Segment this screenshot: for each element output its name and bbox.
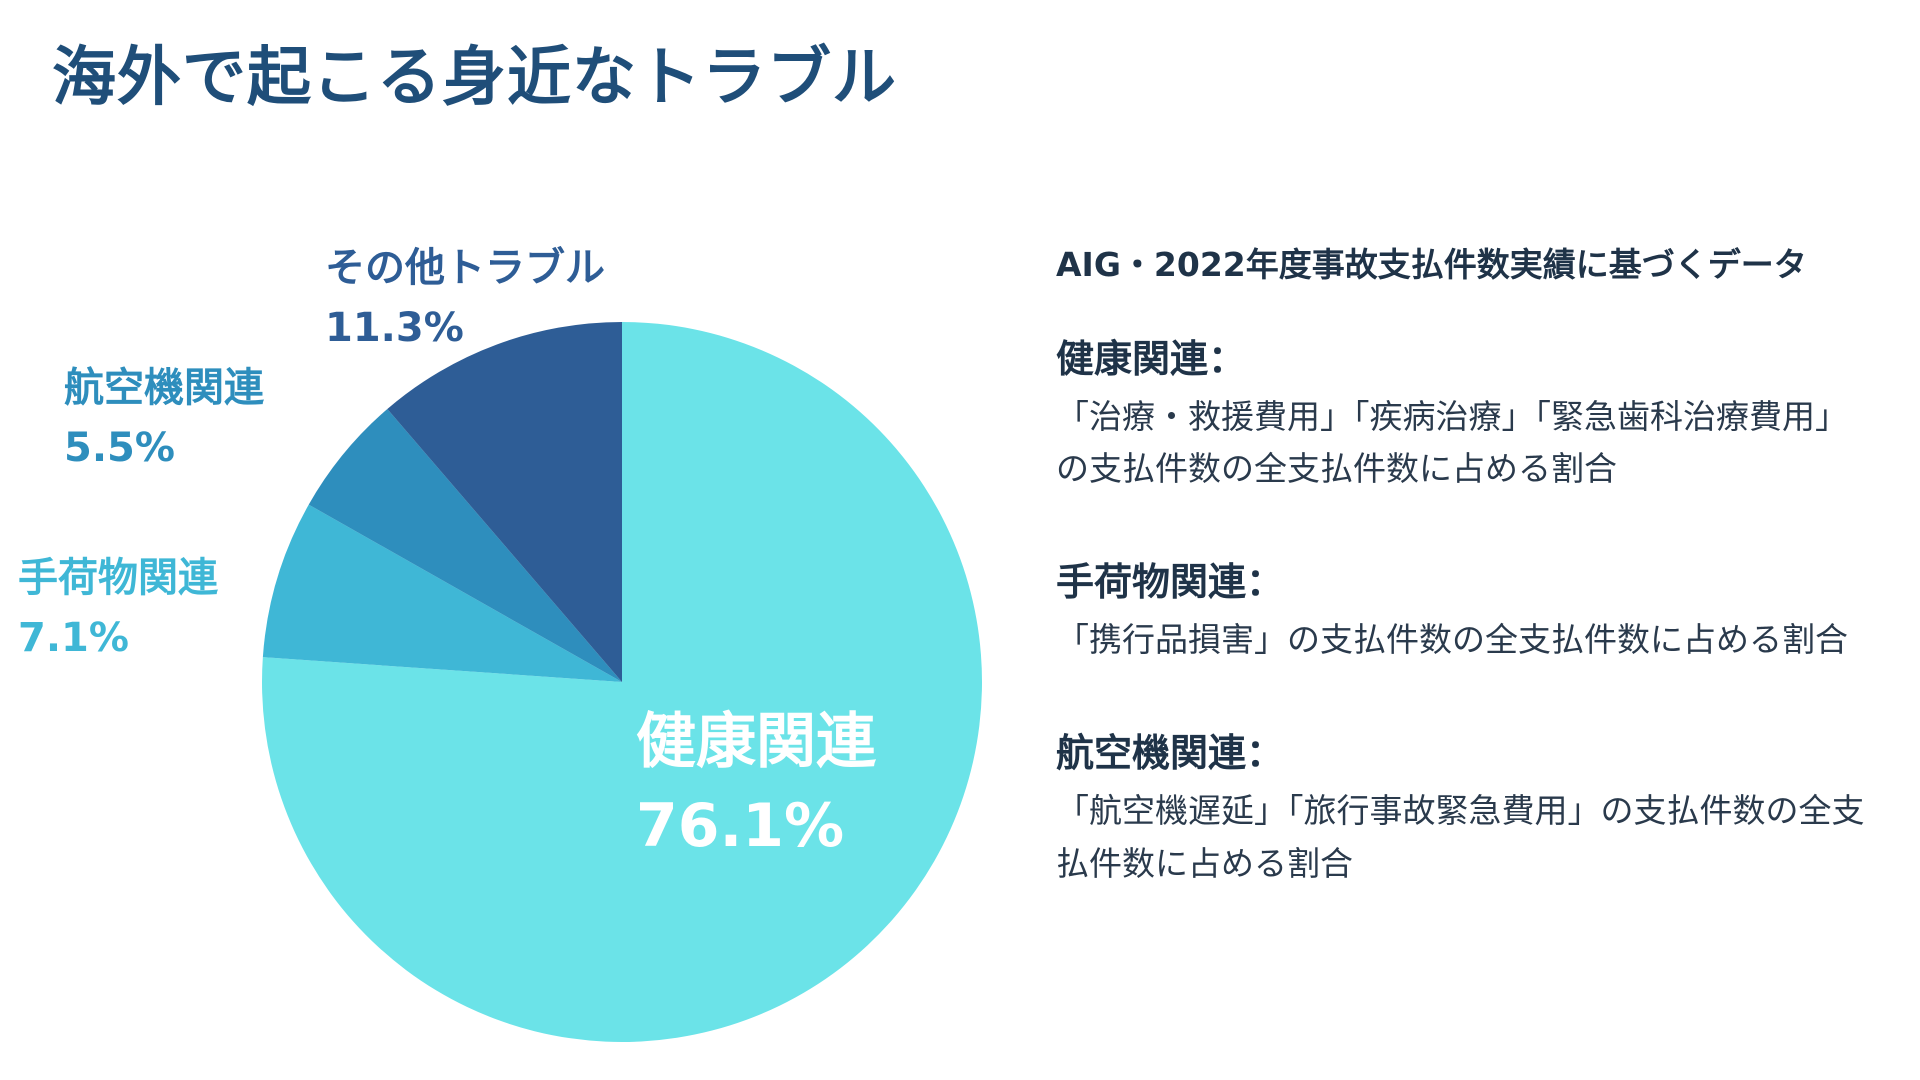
notes-panel: AIG・2022年度事故支払件数実績に基づくデータ 健康関連： 「治療・救援費用… <box>1056 238 1876 946</box>
pie-slice-aviation <box>308 408 622 682</box>
note-aviation-heading: 航空機関連： <box>1056 731 1285 776</box>
pie-slice-baggage <box>262 504 622 682</box>
note-baggage-body: 「携行品損害」の支払件数の全支払件数に占める割合 <box>1056 620 1848 660</box>
slice-label-other-name: その他トラブル <box>325 245 605 291</box>
slice-label-other-value: 11.3% <box>325 305 464 351</box>
page-title: 海外で起こる身近なトラブル <box>52 41 897 115</box>
slice-label-aviation: 航空機関連 5.5% <box>64 358 264 478</box>
slice-label-baggage-value: 7.1% <box>18 615 129 661</box>
slice-label-health-value: 76.1% <box>636 791 845 861</box>
note-aviation-body: 「航空機遅延」「旅行事故緊急費用」の支払件数の全支払件数に占める割合 <box>1056 791 1865 883</box>
slice-label-aviation-name: 航空機関連 <box>64 365 264 411</box>
slice-label-baggage-name: 手荷物関連 <box>18 555 218 601</box>
pie-slice-other <box>387 322 622 682</box>
slice-label-other: その他トラブル 11.3% <box>325 238 605 358</box>
note-health-heading: 健康関連： <box>1056 337 1247 381</box>
data-source-note: AIG・2022年度事故支払件数実績に基づくデータ <box>1056 245 1807 284</box>
slice-label-aviation-value: 5.5% <box>64 425 175 471</box>
note-baggage: 手荷物関連： 「携行品損害」の支払件数の全支払件数に占める割合 <box>1056 551 1876 666</box>
note-health: 健康関連： 「治療・救援費用」「疾病治療」「緊急歯科治療費用」の支払件数の全支払… <box>1056 328 1876 495</box>
note-health-body: 「治療・救援費用」「疾病治療」「緊急歯科治療費用」の支払件数の全支払件数に占める… <box>1056 397 1848 489</box>
note-aviation: 航空機関連： 「航空機遅延」「旅行事故緊急費用」の支払件数の全支払件数に占める割… <box>1056 722 1876 889</box>
note-baggage-heading: 手荷物関連： <box>1056 560 1285 605</box>
slice-label-baggage: 手荷物関連 7.1% <box>18 548 218 668</box>
slice-label-health-name: 健康関連 <box>636 707 876 777</box>
slice-label-health: 健康関連 76.1% <box>636 700 876 868</box>
